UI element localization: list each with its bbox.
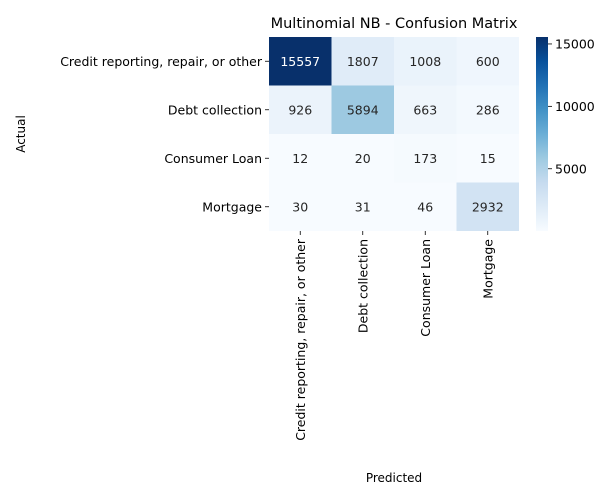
heatmap-cell (394, 85, 457, 134)
colorbar-tick-label: 15000 (555, 36, 595, 51)
x-axis-ticks: Credit reporting, repair, or other Debt c… (293, 231, 495, 441)
cell-value-label: 46 (417, 199, 433, 214)
cell-value-label: 1807 (347, 54, 379, 69)
heatmap-cell (394, 37, 457, 86)
cell-value-label: 20 (355, 151, 371, 166)
heatmap-cell (456, 134, 519, 183)
heatmap-cell (394, 134, 457, 183)
colorbar-tick-label: 10000 (555, 99, 595, 114)
cell-value-label: 12 (292, 151, 308, 166)
cell-value-label: 2932 (472, 199, 504, 214)
x-tick-label: Credit reporting, repair, or other (293, 238, 308, 441)
heatmap-cell (331, 85, 394, 134)
cell-value-label: 15557 (280, 54, 320, 69)
heatmap-cell (269, 37, 332, 86)
y-tick-label: Consumer Loan (164, 151, 262, 166)
heatmap-cell (394, 182, 457, 231)
cell-value-label: 30 (292, 199, 308, 214)
heatmap-cell (331, 182, 394, 231)
colorbar-ticks: 5000 10000 15000 (548, 36, 595, 176)
y-axis-ticks: Credit reporting, repair, or other Debt c… (60, 54, 269, 214)
x-tick-label: Mortgage (480, 239, 495, 299)
x-axis-label: Predicted (366, 471, 422, 485)
x-tick-label: Debt collection (355, 239, 370, 333)
cell-value-label: 173 (413, 151, 437, 166)
heatmap-cell (456, 85, 519, 134)
cell-value-label: 15 (480, 151, 496, 166)
cell-value-label: 5894 (347, 102, 379, 117)
heatmap-cell (331, 134, 394, 183)
chart-title: Multinomial NB - Confusion Matrix (271, 16, 518, 32)
x-tick-label: Consumer Loan (418, 239, 433, 337)
colorbar: 5000 10000 15000 (536, 36, 595, 231)
y-tick-label: Credit reporting, repair, or other (60, 54, 263, 69)
heatmap-cell (269, 182, 332, 231)
colorbar-gradient (536, 37, 548, 231)
cell-value-label: 663 (413, 102, 437, 117)
cell-value-label: 286 (476, 102, 500, 117)
cell-value-label: 31 (355, 199, 371, 214)
y-tick-label: Mortgage (202, 199, 262, 214)
y-tick-label: Debt collection (168, 102, 262, 117)
heatmap-cell (456, 37, 519, 86)
cell-value-label: 1008 (409, 54, 441, 69)
y-axis-label: Actual (14, 115, 28, 153)
cell-value-label: 926 (288, 102, 312, 117)
heatmap-cell (456, 182, 519, 231)
heatmap-cell (269, 85, 332, 134)
colorbar-tick-label: 5000 (555, 161, 587, 176)
heatmap-cell (269, 134, 332, 183)
cell-value-label: 600 (476, 54, 500, 69)
heatmap-cells: 15557 1807 1008 600 926 5894 663 286 12 20 173 15 30… (269, 37, 519, 231)
heatmap-cell (331, 37, 394, 86)
